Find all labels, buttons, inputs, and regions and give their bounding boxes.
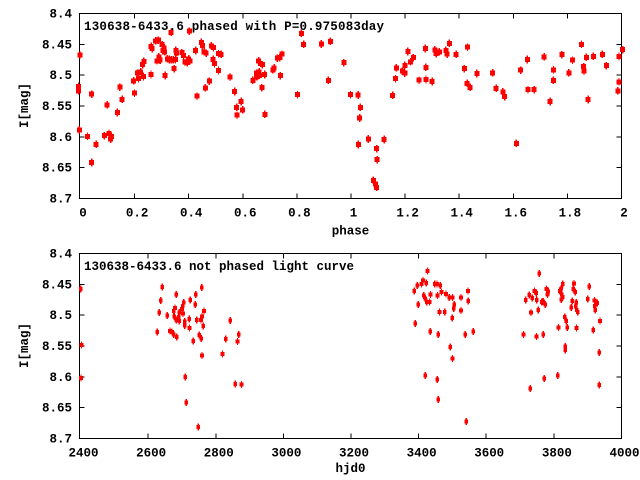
svg-text:8.6: 8.6 [50,131,73,145]
svg-text:8.45: 8.45 [42,278,72,292]
svg-text:130638-6433.6 phased with P=0.: 130638-6433.6 phased with P=0.975083day [84,20,384,34]
svg-text:8.7: 8.7 [50,433,73,447]
svg-text:1.6: 1.6 [505,207,528,221]
svg-text:1: 1 [350,207,358,221]
svg-text:0.2: 0.2 [126,207,149,221]
svg-text:3200: 3200 [339,447,369,461]
svg-text:8.4: 8.4 [50,248,73,262]
svg-text:8.7: 8.7 [50,193,73,207]
svg-text:8.6: 8.6 [50,371,73,385]
svg-text:4000: 4000 [610,447,640,461]
svg-text:0.4: 0.4 [180,207,203,221]
svg-text:1.8: 1.8 [559,207,582,221]
svg-text:8.5: 8.5 [50,69,73,83]
svg-text:2400: 2400 [69,447,99,461]
svg-text:0: 0 [79,207,87,221]
svg-text:8.5: 8.5 [50,309,73,323]
svg-text:8.65: 8.65 [42,162,72,176]
svg-text:8.55: 8.55 [42,340,72,354]
svg-text:3000: 3000 [271,447,301,461]
svg-text:2600: 2600 [136,447,166,461]
svg-text:0.6: 0.6 [234,207,256,221]
svg-text:I[mag]: I[mag] [18,323,32,368]
svg-text:I[mag]: I[mag] [18,83,32,128]
svg-text:3400: 3400 [407,447,437,461]
svg-text:1.2: 1.2 [396,207,419,221]
svg-text:130638-6433.6 not phased light: 130638-6433.6 not phased light curve [84,260,354,274]
svg-text:8.4: 8.4 [50,8,73,22]
svg-text:8.65: 8.65 [42,402,72,416]
svg-text:8.55: 8.55 [42,100,72,114]
svg-text:2: 2 [620,207,628,221]
svg-text:2800: 2800 [204,447,234,461]
svg-text:1.4: 1.4 [450,207,473,221]
svg-text:0.8: 0.8 [288,207,311,221]
svg-text:3800: 3800 [542,447,572,461]
svg-text:hjd0: hjd0 [336,462,366,476]
svg-text:phase: phase [332,225,370,239]
svg-text:8.45: 8.45 [42,38,72,52]
svg-text:3600: 3600 [474,447,504,461]
